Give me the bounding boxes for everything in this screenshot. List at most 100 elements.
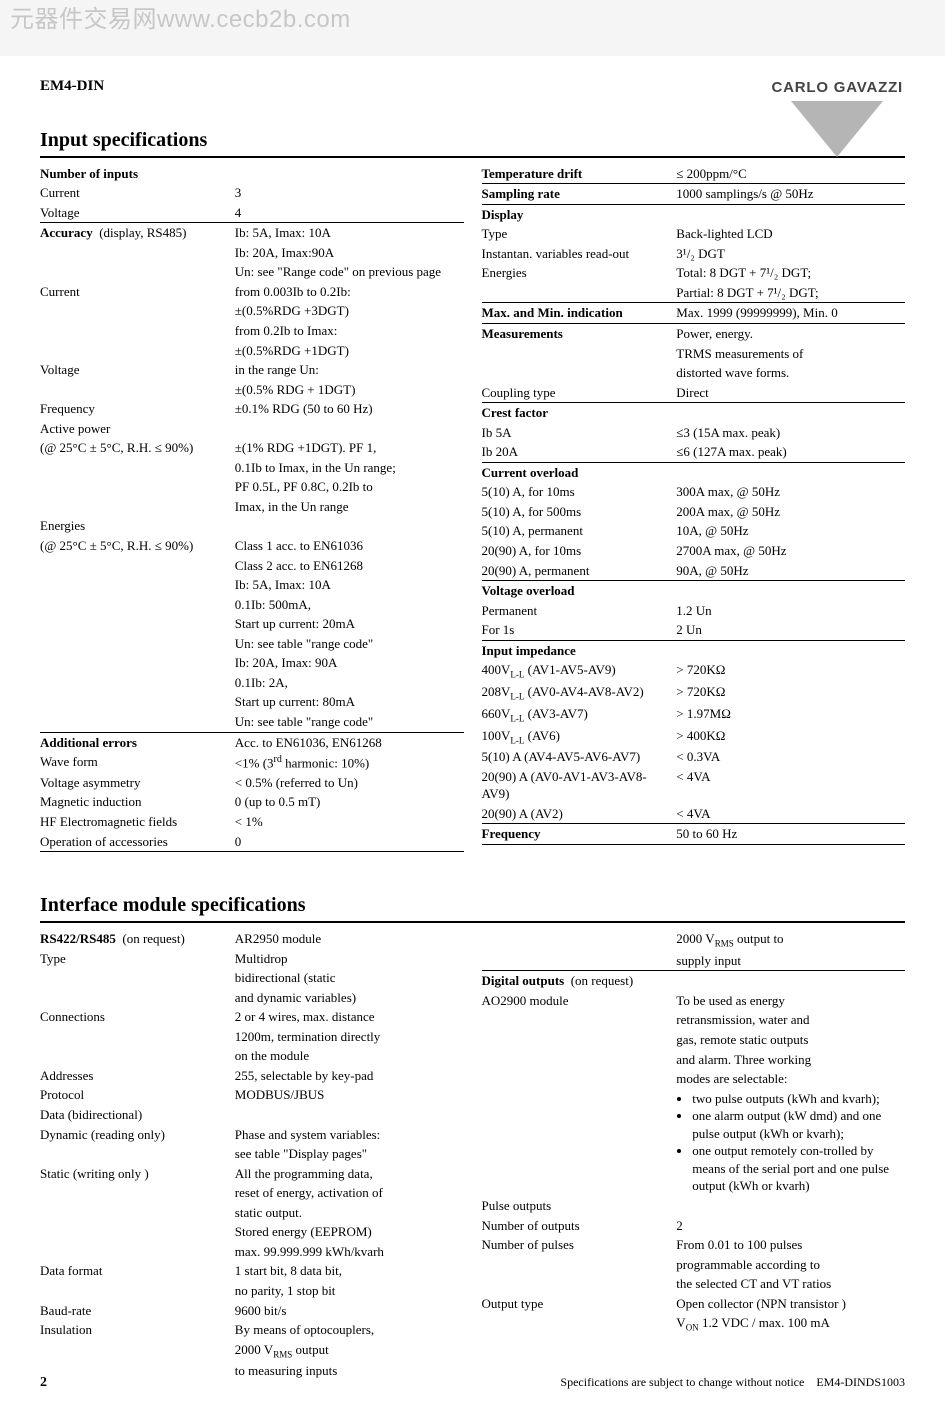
add-err-val: Acc. to EN61036, EN61268 xyxy=(235,732,464,752)
conn-v2: 1200m, termination directly xyxy=(235,1027,464,1047)
imp3-v: > 1.97MΩ xyxy=(676,704,905,726)
acc-voltage-label: Voltage xyxy=(40,360,235,380)
dyn-label: Dynamic (reading only) xyxy=(40,1125,235,1145)
page-footer: 2 Specifications are subject to change w… xyxy=(40,1374,905,1393)
volt-asym-label: Voltage asymmetry xyxy=(40,773,235,793)
imp5-v: < 0.3VA xyxy=(676,747,905,767)
energies-v8: 0.1Ib: 2A, xyxy=(235,673,464,693)
input-right-col: Temperature drift≤ 200ppm/°C Sampling ra… xyxy=(482,164,906,845)
rs-row: RS422/RS485 (on request) xyxy=(40,929,235,949)
disp-type-val: Back-lighted LCD xyxy=(676,224,905,244)
acc-voltage-v1: in the range Un: xyxy=(235,360,464,380)
disp-en-v1: Total: 8 DGT + 7¹/₂ DGT; xyxy=(676,263,905,283)
ins-label: Insulation xyxy=(40,1320,235,1340)
top-v1: 2000 VRMS output to xyxy=(676,929,905,951)
crest-ib20-val: ≤6 (127A max. peak) xyxy=(676,442,905,462)
imp2-l: 208VL-L (AV0-AV4-AV8-AV2) xyxy=(482,682,677,704)
proto-label: Protocol xyxy=(40,1085,235,1105)
disp-inst-val: 3¹/₂ DGT xyxy=(676,244,905,264)
cov3-l: 5(10) A, permanent xyxy=(482,521,677,541)
current-val: 3 xyxy=(235,183,464,203)
brand-logo: CARLO GAVAZZI xyxy=(772,78,904,156)
ao-v3: gas, remote static outputs xyxy=(676,1030,905,1050)
maxmin-val: Max. 1999 (99999999), Min. 0 xyxy=(676,303,905,324)
acc-current-v4: ±(0.5%RDG +1DGT) xyxy=(235,341,464,361)
active-power-cond: (@ 25°C ± 5°C, R.H. ≤ 90%) xyxy=(40,438,235,458)
dyn-v2: see table "Display pages" xyxy=(235,1144,464,1164)
wave-form-val: <1% (3rd harmonic: 10%) xyxy=(235,752,464,773)
energies-v10: Un: see table "range code" xyxy=(235,712,464,732)
maxmin-hdr: Max. and Min. indication xyxy=(482,303,677,324)
acc-voltage-v2: ±(0.5% RDG + 1DGT) xyxy=(235,380,464,400)
ao-v5: modes are selectable: xyxy=(676,1069,905,1089)
vov1-l: Permanent xyxy=(482,601,677,621)
page-container: EM4-DIN CARLO GAVAZZI Input specificatio… xyxy=(0,56,945,1410)
page-number: 2 xyxy=(40,1374,47,1393)
cov1-v: 300A max, @ 50Hz xyxy=(676,482,905,502)
disp-inst-label: Instantan. variables read-out xyxy=(482,244,677,264)
accuracy-note: (display, RS485) xyxy=(99,225,186,240)
active-power-v3: PF 0.5L, PF 0.8C, 0.2Ib to xyxy=(235,477,464,497)
fmt-v2: no parity, 1 stop bit xyxy=(235,1281,464,1301)
cov4-v: 2700A max, @ 50Hz xyxy=(676,541,905,561)
imp-hdr: Input impedance xyxy=(482,640,677,660)
freq-hdr: Frequency xyxy=(482,824,677,845)
numpulse-v1: From 0.01 to 100 pulses xyxy=(676,1235,905,1255)
coupling-label: Coupling type xyxy=(482,383,677,403)
iface-right-col: 2000 VRMS output to supply input Digital… xyxy=(482,929,906,1335)
energies-v2: Class 2 acc. to EN61268 xyxy=(235,556,464,576)
iface-right-table: 2000 VRMS output to supply input Digital… xyxy=(482,929,906,1335)
numpulse-v2: programmable according to xyxy=(676,1255,905,1275)
cov1-l: 5(10) A, for 10ms xyxy=(482,482,677,502)
type-v2: bidirectional (static xyxy=(235,968,464,988)
accuracy-v2: Ib: 20A, Imax:90A xyxy=(235,243,464,263)
imp7-v: < 4VA xyxy=(676,804,905,824)
opacc-val: 0 xyxy=(235,832,464,852)
numout-val: 2 xyxy=(676,1216,905,1236)
vov1-v: 1.2 Un xyxy=(676,601,905,621)
input-left-col: Number of inputs Current3 Voltage4 Accur… xyxy=(40,164,464,852)
hf-label: HF Electromagnetic fields xyxy=(40,812,235,832)
acc-freq-label: Frequency xyxy=(40,399,235,419)
ins-v1: By means of optocouplers, xyxy=(235,1320,464,1340)
active-power-v1: ±(1% RDG +1DGT). PF 1, xyxy=(235,438,464,458)
pulse-label: Pulse outputs xyxy=(482,1196,677,1216)
stat-v2: reset of energy, activation of xyxy=(235,1183,464,1203)
crest-ib5-label: Ib 5A xyxy=(482,423,677,443)
interface-spec-columns: RS422/RS485 (on request)AR2950 module Ty… xyxy=(40,929,905,1381)
cov2-v: 200A max, @ 50Hz xyxy=(676,502,905,522)
energies-cond: (@ 25°C ± 5°C, R.H. ≤ 90%) xyxy=(40,536,235,556)
crest-ib20-label: Ib 20A xyxy=(482,442,677,462)
ao-v4: and alarm. Three working xyxy=(676,1050,905,1070)
acc-current-v2: ±(0.5%RDG +3DGT) xyxy=(235,301,464,321)
energies-label: Energies xyxy=(40,516,235,536)
accuracy-v3: Un: see "Range code" on previous page xyxy=(235,262,464,282)
stat-v3: static output. xyxy=(235,1203,464,1223)
conn-v3: on the module xyxy=(235,1046,464,1066)
imp2-v: > 720KΩ xyxy=(676,682,905,704)
imp4-v: > 400KΩ xyxy=(676,726,905,748)
baud-val: 9600 bit/s xyxy=(235,1301,464,1321)
cov2-l: 5(10) A, for 500ms xyxy=(482,502,677,522)
accuracy-v1: Ib: 5A, Imax: 10A xyxy=(235,223,464,243)
active-power-v4: Imax, in the Un range xyxy=(235,497,464,517)
accuracy-row: Accuracy (display, RS485) xyxy=(40,223,235,243)
top-v2: supply input xyxy=(676,951,905,971)
opacc-label: Operation of accessories xyxy=(40,832,235,852)
voltage-val: 4 xyxy=(235,203,464,223)
baud-label: Baud-rate xyxy=(40,1301,235,1321)
meas-v3: distorted wave forms. xyxy=(676,363,905,383)
stat-label: Static (writing only ) xyxy=(40,1164,235,1184)
footer-disclaimer: Specifications are subject to change wit… xyxy=(560,1374,905,1393)
input-spec-columns: Number of inputs Current3 Voltage4 Accur… xyxy=(40,164,905,852)
imp6-l: 20(90) A (AV0-AV1-AV3-AV8-AV9) xyxy=(482,767,677,804)
fmt-v1: 1 start bit, 8 data bit, xyxy=(235,1261,464,1281)
ao-label: AO2900 module xyxy=(482,991,677,1011)
acc-current-label: Current xyxy=(40,282,235,302)
coupling-val: Direct xyxy=(676,383,905,403)
data-label: Data (bidirectional) xyxy=(40,1105,235,1125)
voltage-label: Voltage xyxy=(40,203,235,223)
current-label: Current xyxy=(40,183,235,203)
dig-row: Digital outputs (on request) xyxy=(482,971,677,991)
energies-v1: Class 1 acc. to EN61036 xyxy=(235,536,464,556)
